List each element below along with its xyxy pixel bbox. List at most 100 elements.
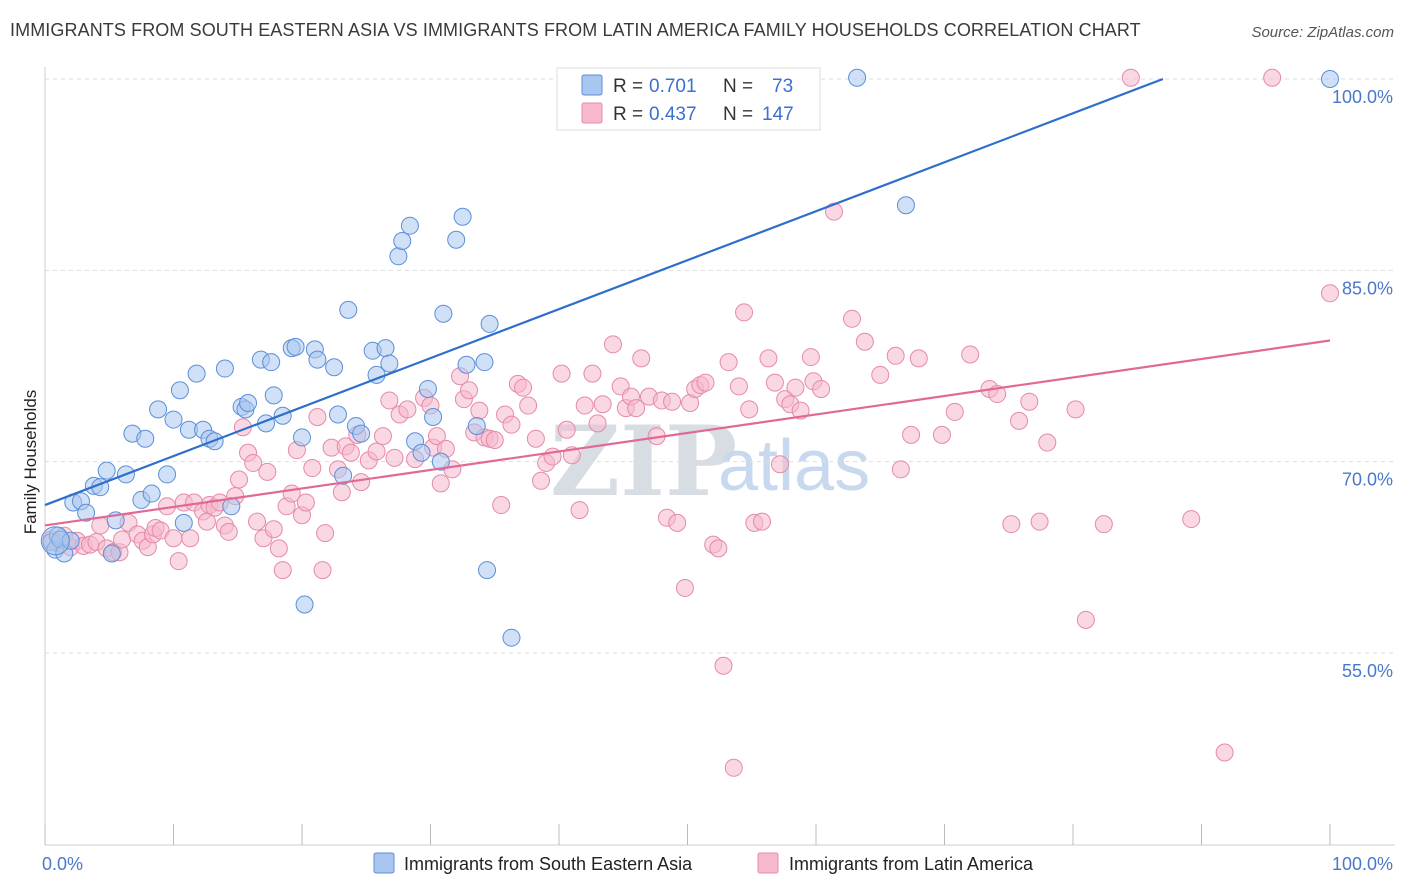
data-point-pink xyxy=(308,408,327,427)
data-point-blue xyxy=(328,405,347,424)
y-tick-label: 85.0% xyxy=(1342,278,1393,298)
x-tick-labels: 0.0% 100.0% xyxy=(42,854,1393,874)
data-point-blue xyxy=(293,428,311,447)
data-point-blue xyxy=(295,595,314,614)
data-point-blue xyxy=(286,337,305,356)
data-point-blue xyxy=(264,386,283,405)
data-point-pink xyxy=(663,392,682,411)
legend-n-value-pink: 147 xyxy=(762,104,794,125)
data-point-pink xyxy=(367,442,386,461)
data-point-pink xyxy=(514,378,533,397)
legend-r-label-blue: R = xyxy=(613,76,643,97)
data-point-pink xyxy=(719,353,738,372)
data-point-blue xyxy=(418,379,437,398)
data-point-pink xyxy=(164,529,183,548)
data-point-pink xyxy=(627,399,646,418)
data-point-blue xyxy=(273,406,292,425)
data-point-blue xyxy=(389,247,408,266)
data-point-pink xyxy=(1182,510,1201,529)
data-point-pink xyxy=(593,395,612,414)
data-point-pink xyxy=(264,520,283,539)
data-point-pink xyxy=(113,530,132,549)
data-point-pink xyxy=(886,346,905,365)
data-point-pink xyxy=(316,524,335,543)
data-point-blue xyxy=(170,381,189,400)
data-point-blue xyxy=(475,353,494,372)
data-point-pink xyxy=(244,453,263,472)
data-point-pink xyxy=(1066,400,1085,419)
data-point-pink xyxy=(729,377,748,396)
data-point-pink xyxy=(219,522,238,541)
legend-swatch-pink xyxy=(581,102,603,124)
data-point-pink xyxy=(398,400,417,419)
data-point-pink xyxy=(709,539,728,558)
data-point-pink xyxy=(1121,68,1140,87)
legend-r-value-blue: 0.701 xyxy=(649,76,697,97)
data-point-pink xyxy=(871,365,890,384)
data-point-pink xyxy=(1020,392,1039,411)
data-point-blue xyxy=(467,416,486,435)
data-point-pink xyxy=(248,512,267,531)
data-point-pink xyxy=(1002,515,1021,534)
data-point-blue xyxy=(97,461,116,480)
data-point-blue xyxy=(158,465,177,484)
data-point-pink xyxy=(296,493,315,512)
data-point-pink xyxy=(273,561,292,580)
data-point-pink xyxy=(303,459,322,478)
bottom-legend-label-blue: Immigrants from South Eastern Asia xyxy=(404,854,693,874)
data-point-pink xyxy=(1094,515,1113,534)
data-point-pink xyxy=(855,332,874,351)
data-point-blue xyxy=(77,503,96,522)
data-point-pink xyxy=(470,401,489,420)
source-credit: Source: ZipAtlas.com xyxy=(1251,24,1394,41)
data-point-pink xyxy=(526,429,545,448)
data-point-blue xyxy=(380,354,399,373)
bottom-legend-label-pink: Immigrants from Latin America xyxy=(789,854,1034,874)
data-point-pink xyxy=(485,430,504,449)
data-point-pink xyxy=(427,427,446,446)
data-point-pink xyxy=(902,425,921,444)
data-point-pink xyxy=(714,656,733,675)
data-point-pink xyxy=(519,396,538,415)
chart-title: IMMIGRANTS FROM SOUTH EASTERN ASIA VS IM… xyxy=(10,20,1141,40)
data-point-pink xyxy=(753,512,772,531)
data-point-pink xyxy=(1321,284,1339,303)
data-point-pink xyxy=(842,309,861,328)
data-point-pink xyxy=(632,349,651,368)
legend-n-label-pink: N = xyxy=(723,104,753,125)
data-point-pink xyxy=(352,473,371,492)
axes xyxy=(44,67,1395,846)
data-point-pink xyxy=(668,513,687,532)
data-point-blue xyxy=(480,314,499,333)
y-axis-title: Family Households xyxy=(21,390,40,535)
data-point-pink xyxy=(169,552,188,571)
data-point-blue xyxy=(239,393,258,412)
data-point-pink xyxy=(181,529,200,548)
data-point-blue xyxy=(434,304,453,323)
data-point-pink xyxy=(891,460,910,479)
data-point-pink xyxy=(431,474,450,493)
data-point-blue xyxy=(215,359,234,378)
data-point-blue xyxy=(447,230,466,249)
data-point-pink xyxy=(603,335,622,354)
data-point-blue xyxy=(262,353,281,372)
data-point-blue xyxy=(424,408,443,427)
data-point-blue xyxy=(431,452,450,471)
data-point-pink xyxy=(724,758,743,777)
data-point-pink xyxy=(1076,610,1095,629)
data-point-pink xyxy=(961,345,980,364)
data-point-blue xyxy=(457,355,476,374)
data-point-pink xyxy=(332,483,351,502)
data-point-pink xyxy=(786,378,805,397)
legend-swatch-blue xyxy=(581,74,603,96)
data-point-pink xyxy=(230,470,249,489)
data-point-blue xyxy=(393,231,412,250)
data-point-pink xyxy=(824,202,843,221)
x-tick-label: 100.0% xyxy=(1332,854,1393,874)
data-point-blue xyxy=(478,561,497,580)
data-point-pink xyxy=(552,364,571,383)
y-tick-label: 100.0% xyxy=(1332,87,1393,107)
data-point-pink xyxy=(380,391,399,410)
data-point-pink xyxy=(1263,68,1282,87)
